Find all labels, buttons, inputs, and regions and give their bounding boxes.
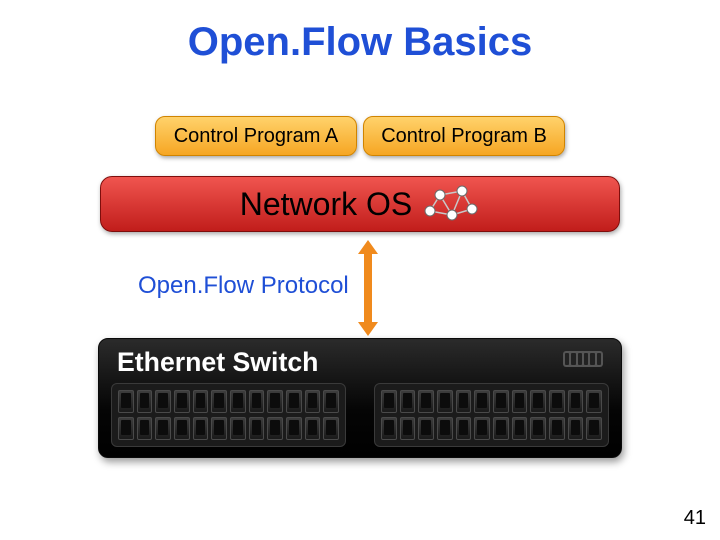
switch-port-icon [249, 390, 265, 413]
switch-port-row [118, 417, 339, 440]
page-number: 41 [684, 507, 706, 530]
network-os-label: Network OS [240, 186, 412, 223]
switch-port-icon [305, 417, 321, 440]
switch-port-icon [286, 417, 302, 440]
switch-port-icon [211, 417, 227, 440]
control-program-a-box: Control Program A [155, 116, 357, 156]
switch-port-icon [437, 390, 453, 413]
switch-port-icon [211, 390, 227, 413]
switch-port-icon [249, 417, 265, 440]
switch-port-icon [586, 390, 602, 413]
switch-led-icon [584, 353, 588, 365]
switch-port-icon [437, 417, 453, 440]
switch-port-icon [493, 390, 509, 413]
slide: Open.Flow Basics Control Program A Contr… [0, 0, 720, 540]
switch-port-icon [512, 417, 528, 440]
openflow-protocol-label: Open.Flow Protocol [138, 272, 349, 300]
control-program-a-label: Control Program A [174, 125, 339, 148]
switch-port-icon [493, 417, 509, 440]
switch-port-icon [586, 417, 602, 440]
network-os-bar: Network OS [100, 176, 620, 232]
protocol-arrow-icon [358, 240, 378, 336]
control-program-b-label: Control Program B [381, 125, 547, 148]
switch-port-icon [512, 390, 528, 413]
switch-led-panel-icon [563, 351, 603, 367]
network-graph-icon [422, 185, 480, 223]
switch-port-bank [374, 383, 609, 447]
switch-port-icon [400, 390, 416, 413]
switch-port-icon [474, 417, 490, 440]
switch-port-icon [568, 390, 584, 413]
switch-led-icon [590, 353, 594, 365]
switch-port-icon [267, 390, 283, 413]
switch-port-icon [174, 417, 190, 440]
switch-port-icon [118, 417, 134, 440]
ethernet-switch: Ethernet Switch [98, 338, 622, 458]
switch-port-icon [381, 417, 397, 440]
switch-port-icon [137, 390, 153, 413]
switch-port-row [118, 390, 339, 413]
ethernet-switch-label: Ethernet Switch [117, 347, 318, 378]
switch-port-icon [118, 390, 134, 413]
switch-port-icon [230, 417, 246, 440]
slide-title: Open.Flow Basics [0, 20, 720, 65]
switch-port-icon [456, 390, 472, 413]
control-program-b-box: Control Program B [363, 116, 565, 156]
switch-port-icon [305, 390, 321, 413]
switch-port-icon [155, 390, 171, 413]
switch-port-icon [174, 390, 190, 413]
switch-led-icon [571, 353, 575, 365]
switch-port-icon [530, 417, 546, 440]
switch-led-icon [597, 353, 601, 365]
switch-port-row [381, 390, 602, 413]
switch-port-icon [155, 417, 171, 440]
switch-port-body [111, 383, 609, 447]
switch-port-icon [456, 417, 472, 440]
switch-port-icon [323, 417, 339, 440]
switch-port-icon [381, 390, 397, 413]
switch-port-bank [111, 383, 346, 447]
switch-led-icon [565, 353, 569, 365]
switch-port-icon [400, 417, 416, 440]
switch-port-icon [549, 417, 565, 440]
switch-port-icon [323, 390, 339, 413]
switch-port-icon [418, 390, 434, 413]
switch-port-icon [286, 390, 302, 413]
switch-port-icon [418, 417, 434, 440]
switch-port-icon [267, 417, 283, 440]
switch-port-icon [193, 390, 209, 413]
switch-port-icon [193, 417, 209, 440]
switch-port-icon [568, 417, 584, 440]
switch-port-icon [549, 390, 565, 413]
switch-led-icon [578, 353, 582, 365]
switch-port-icon [530, 390, 546, 413]
switch-port-icon [474, 390, 490, 413]
switch-port-icon [230, 390, 246, 413]
switch-port-icon [137, 417, 153, 440]
switch-port-row [381, 417, 602, 440]
